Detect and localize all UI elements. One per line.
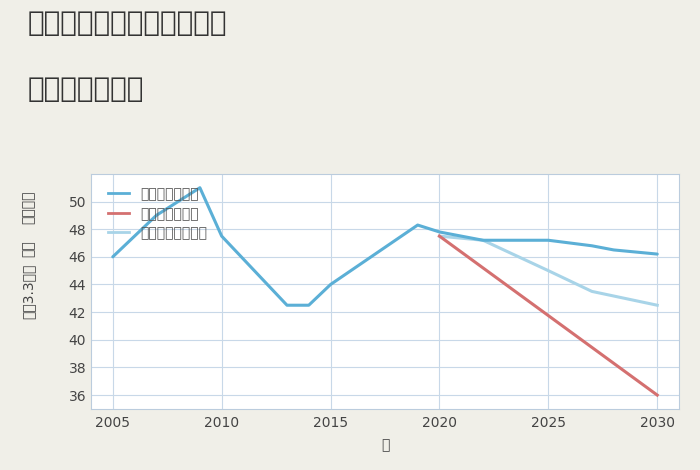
グッドシナリオ	[457, 233, 466, 239]
Text: 大阪府東大阪市南四条町の: 大阪府東大阪市南四条町の	[28, 9, 228, 38]
グッドシナリオ	[653, 251, 662, 257]
Line: ノーマルシナリオ: ノーマルシナリオ	[440, 236, 657, 305]
Text: 坪（3.3㎡）: 坪（3.3㎡）	[21, 264, 35, 319]
グッドシナリオ	[566, 240, 574, 246]
Legend: グッドシナリオ, バッドシナリオ, ノーマルシナリオ: グッドシナリオ, バッドシナリオ, ノーマルシナリオ	[104, 183, 211, 245]
グッドシナリオ	[283, 302, 291, 308]
X-axis label: 年: 年	[381, 438, 389, 452]
バッドシナリオ	[653, 392, 662, 398]
グッドシナリオ	[414, 222, 422, 228]
Line: グッドシナリオ: グッドシナリオ	[113, 188, 657, 305]
グッドシナリオ	[196, 185, 204, 190]
グッドシナリオ	[152, 212, 160, 218]
グッドシナリオ	[326, 282, 335, 287]
グッドシナリオ	[588, 243, 596, 249]
ノーマルシナリオ	[479, 237, 487, 243]
グッドシナリオ	[479, 237, 487, 243]
ノーマルシナリオ	[435, 233, 444, 239]
グッドシナリオ	[435, 229, 444, 235]
Line: バッドシナリオ: バッドシナリオ	[440, 236, 657, 395]
グッドシナリオ	[218, 233, 226, 239]
グッドシナリオ	[610, 247, 618, 253]
Text: （万円）: （万円）	[21, 190, 35, 224]
ノーマルシナリオ	[544, 268, 552, 274]
グッドシナリオ	[108, 254, 117, 259]
Text: 単価: 単価	[21, 241, 35, 258]
ノーマルシナリオ	[588, 289, 596, 294]
グッドシナリオ	[544, 237, 552, 243]
グッドシナリオ	[304, 302, 313, 308]
ノーマルシナリオ	[653, 302, 662, 308]
Text: 土地の価格推移: 土地の価格推移	[28, 75, 144, 103]
バッドシナリオ	[435, 233, 444, 239]
